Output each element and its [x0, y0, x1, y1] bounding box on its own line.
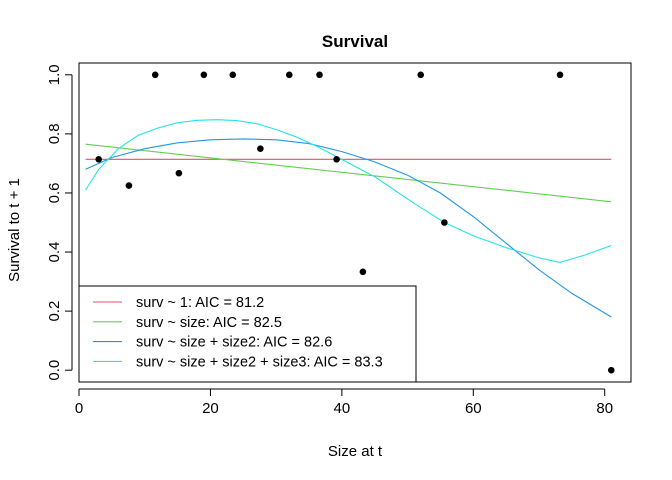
y-axis-label: Survival to t + 1 — [6, 178, 23, 282]
legend-label: surv ~ size: AIC = 82.5 — [136, 315, 282, 331]
legend-label: surv ~ size + size2 + size3: AIC = 83.3 — [136, 354, 383, 370]
y-tick-label: 1.0 — [46, 64, 63, 85]
x-tick-label: 60 — [465, 400, 482, 417]
legend: surv ~ 1: AIC = 81.2 surv ~ size: AIC = 8… — [78, 285, 417, 383]
axes: 0 20 40 60 80 0.0 0.2 0.4 0.6 0.8 1.0 — [46, 64, 613, 417]
data-point — [607, 366, 615, 374]
data-point — [125, 182, 133, 189]
data-point — [229, 71, 237, 79]
legend-box — [78, 285, 417, 383]
y-tick-label: 0.8 — [46, 123, 63, 144]
series-line — [85, 138, 612, 318]
data-point — [175, 169, 183, 177]
data-point — [556, 71, 564, 79]
x-tick-label: 20 — [202, 400, 219, 417]
legend-label: surv ~ 1: AIC = 81.2 — [136, 295, 264, 311]
data-point — [333, 155, 340, 163]
data-point — [200, 71, 208, 79]
chart-title: Survival — [322, 32, 388, 51]
data-point — [257, 145, 264, 152]
series-line — [85, 119, 612, 263]
points-layer — [95, 71, 615, 374]
y-tick-label: 0.4 — [46, 242, 63, 263]
plot-frame — [78, 62, 632, 383]
data-point — [95, 155, 103, 163]
series-layer — [85, 119, 612, 318]
data-point — [441, 219, 448, 226]
y-tick-label: 0.0 — [46, 360, 63, 381]
x-tick-label: 0 — [75, 400, 83, 417]
data-point — [359, 268, 367, 276]
y-tick-label: 0.2 — [46, 301, 63, 322]
data-point — [151, 71, 159, 79]
y-tick-label: 0.6 — [46, 183, 63, 204]
series-line — [85, 143, 612, 203]
x-tick-label: 40 — [334, 400, 351, 417]
x-axis-label: Size at t — [328, 443, 383, 460]
data-point — [285, 71, 293, 79]
legend-label: surv ~ size + size2: AIC = 82.6 — [136, 335, 332, 351]
x-tick-label: 80 — [596, 400, 613, 417]
data-point — [417, 71, 425, 79]
data-point — [316, 71, 323, 79]
